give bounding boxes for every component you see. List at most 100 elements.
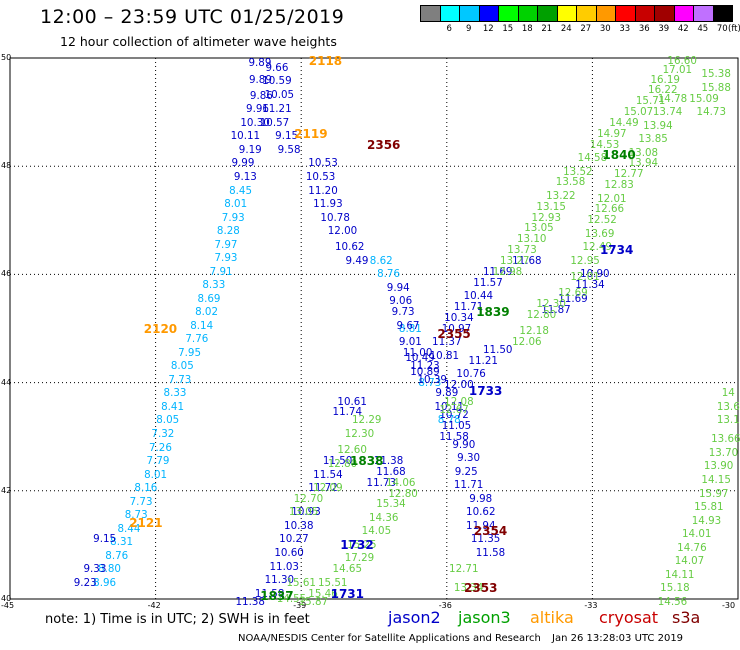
swh-value: 10.89 [410,365,440,378]
swh-value: 8.96 [93,576,117,589]
pass-label: 2355 [437,326,471,341]
y-tick-label: 40 [1,594,12,603]
pass-label: 1837 [260,589,294,604]
swh-value: 7.91 [209,265,233,278]
y-tick-label: 48 [1,161,12,171]
swh-value: 15.81 [694,501,724,514]
swh-value: 9.66 [265,61,289,74]
swh-value: 7.73 [168,373,192,386]
color-scale-label: 33 [619,24,631,34]
swh-value: 14 [721,387,735,400]
swh-value: 13.52 [563,165,593,178]
swh-value: 10.11 [434,400,464,413]
swh-value: 16.22 [648,84,678,97]
swh-value: 15.07 [623,106,654,119]
swh-value: 14.58 [577,152,608,165]
color-scale-label: 6 [446,24,452,34]
swh-value: 8.76 [105,549,129,562]
swh-value: 8.05 [156,414,180,427]
swh-value: 15.87 [298,595,329,608]
swh-value: 12.93 [531,211,562,224]
swh-value: 11.69 [483,265,513,278]
swh-value: 11.21 [468,354,498,367]
swh-value: 14.73 [696,106,727,119]
swh-value: 10.59 [262,74,292,87]
grid [10,58,738,599]
swh-value: 10.53 [305,171,336,184]
swh-value: 9.49 [345,254,369,267]
y-tick-label: 50 [1,53,12,62]
swh-value: 15.34 [376,498,406,511]
y-tick-label: 46 [1,269,12,279]
swh-value: 13.05 [288,506,319,519]
swh-value: 7.76 [185,333,209,346]
swh-value: 10.72 [439,409,469,422]
swh-value: 12.70 [293,492,324,505]
swh-value: 10.90 [580,268,610,281]
swh-value: 12.29 [351,414,382,427]
swh-value: 8.78 [437,414,461,427]
note-text: note: 1) Time is in UTC; 2) SWH is in fe… [45,612,310,627]
pass-label: 1839 [476,305,510,320]
swh-value: 10.61 [337,395,367,408]
swh-value: 10.44 [463,290,494,303]
swh-value: 14.65 [332,563,363,576]
pass-label: 1732 [340,537,374,552]
pass-label: 2120 [143,321,178,336]
swh-value: 17.01 [662,63,693,76]
swh-value: 11.87 [541,303,571,316]
swh-value: 10.27 [279,533,309,546]
swh-value: 11.72 [308,482,338,495]
swh-value: 9.15 [275,130,299,143]
swh-value: 16.19 [650,73,680,86]
swh-value: 9.25 [454,465,478,478]
swh-value: 8.31 [110,536,134,549]
color-scale-label: 9 [466,24,472,34]
x-tick-label: -33 [584,601,598,610]
swh-value: 8.80 [98,563,121,576]
swh-value: 13.74 [652,106,683,119]
swh-value: 7.79 [146,455,170,468]
color-scale-label: 21 [541,24,553,34]
x-tick-label: -36 [438,601,452,610]
x-tick-label: -39 [293,601,307,610]
y-tick-label: 42 [1,485,12,495]
color-scale: 6 9 12 15 18 21 24 27 30 33 36 39 42 45 70 (ft) [420,5,740,37]
swh-value: 12.30 [344,427,375,440]
color-scale-unit: (ft) [728,24,740,34]
swh-value: 7.97 [214,238,238,251]
swh-value: 12.71 [449,563,479,576]
swh-value: 10.38 [284,519,314,532]
swh-value: 9.58 [277,143,301,156]
swh-value: 14.36 [368,511,399,524]
swh-value: 13.27 [499,254,530,267]
swh-value: 11.00 [402,346,433,359]
swh-value: 10.60 [274,547,304,559]
swh-value: 9.73 [391,306,415,319]
swh-value: 14.97 [597,127,627,140]
pass-label: 1731 [330,586,364,601]
pass-label: 2353 [464,581,498,596]
swh-value: 10.62 [466,506,496,519]
swh-value: 8.33 [163,387,187,400]
swh-value: 11.68 [512,254,542,267]
swh-value: 10.49 [405,352,435,365]
swh-value: 12.01 [570,271,600,284]
swh-value: 10.97 [441,322,472,335]
pass-label: 2356 [367,137,401,152]
legend-item-cryosat: cryosat [599,608,659,627]
swh-value: 9.30 [457,452,481,465]
swh-value: 11.50 [483,344,513,357]
swh-value: 8.73 [124,509,148,522]
swh-value: 11.68 [376,465,406,478]
color-scale-label: 45 [697,24,709,34]
swh-value: 9.89 [248,73,272,86]
swh-value: 8.69 [197,292,221,305]
swh-value: 14.11 [665,568,695,581]
swh-value: 11.35 [470,533,501,546]
color-scale-label: 39 [658,24,670,34]
swh-value: 13.94 [643,119,673,132]
swh-value: 7.32 [151,427,175,440]
color-swatch [712,5,733,22]
swh-value: 7.73 [129,495,153,508]
